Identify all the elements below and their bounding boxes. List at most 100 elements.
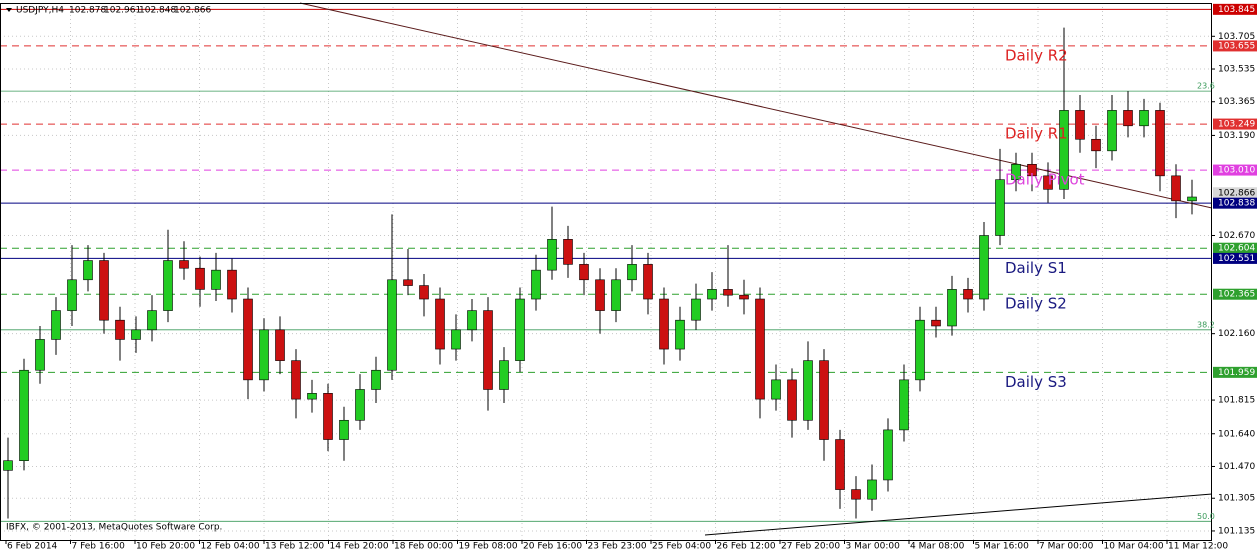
candle-body xyxy=(83,260,93,281)
y-tick-label: 101.640 xyxy=(1218,429,1255,439)
x-tick-label: 18 Feb 00:00 xyxy=(394,542,453,552)
price-box-label: 102.604 xyxy=(1218,244,1255,254)
candle-body xyxy=(547,239,557,271)
candle-body xyxy=(227,269,237,300)
candle-body xyxy=(707,289,717,300)
candles xyxy=(3,27,1197,519)
levels xyxy=(0,8,1212,522)
candle-body xyxy=(947,289,957,327)
x-tick-label: 7 Mar 00:00 xyxy=(1039,542,1094,552)
candle-body xyxy=(899,379,909,431)
x-tick-label: 10 Feb 20:00 xyxy=(136,542,195,552)
level-name: Daily S1 xyxy=(1005,259,1067,277)
candle-body xyxy=(323,393,333,440)
y-tick-label: 102.670 xyxy=(1218,231,1255,241)
candle-body xyxy=(819,360,829,440)
header-value: 102.866 xyxy=(174,6,211,16)
chart-title: USDJPY,H4 xyxy=(16,6,64,16)
y-tick-label: 103.365 xyxy=(1218,97,1255,107)
candle-body xyxy=(451,329,461,350)
candle-body xyxy=(1075,110,1085,140)
price-box xyxy=(1213,187,1257,199)
candle-body xyxy=(147,310,157,331)
footer: IBFX, © 2001-2013, MetaQuotes Software C… xyxy=(6,523,222,533)
header-value: 102.961 xyxy=(104,6,141,16)
price-box xyxy=(1213,288,1257,300)
candle-body xyxy=(259,329,269,381)
level-name: Daily R2 xyxy=(1005,46,1068,64)
price-box xyxy=(1213,40,1257,52)
price-box-label: 103.845 xyxy=(1218,5,1255,15)
candle-body xyxy=(99,260,109,321)
candle-body xyxy=(1171,175,1181,202)
candle-body xyxy=(163,260,173,311)
candle-body xyxy=(691,298,701,321)
menu-icon xyxy=(6,8,12,12)
candle-body xyxy=(579,264,589,281)
price-box-label: 103.655 xyxy=(1218,41,1255,51)
candle-body xyxy=(1139,110,1149,127)
candle-body xyxy=(1155,110,1165,177)
x-tick-label: 13 Feb 12:00 xyxy=(265,542,324,552)
candle-body xyxy=(723,289,733,296)
candle-body xyxy=(1123,110,1133,127)
price-box xyxy=(1213,118,1257,130)
x-tick-label: 6 Feb 2014 xyxy=(7,542,58,552)
y-tick-label: 103.190 xyxy=(1218,131,1255,141)
candle-body xyxy=(115,319,125,340)
candle-body xyxy=(1059,110,1069,190)
candle-body xyxy=(211,269,221,290)
level-name: Daily S2 xyxy=(1005,295,1067,313)
plot-border xyxy=(0,3,1212,541)
fib-label: 50.0 xyxy=(1197,512,1215,521)
y-tick-label: 101.305 xyxy=(1218,494,1255,504)
fib-label: 23.6 xyxy=(1197,82,1215,91)
price-box-label: 102.551 xyxy=(1218,254,1255,264)
candle-body xyxy=(1107,110,1117,152)
candle-body xyxy=(371,369,381,390)
level-name: Daily Pivot xyxy=(1005,171,1085,189)
header-value: 102.878 xyxy=(69,6,106,16)
candle-body xyxy=(51,310,61,340)
x-tick-label: 27 Feb 20:00 xyxy=(781,542,840,552)
candle-body xyxy=(995,179,1005,236)
candle-body xyxy=(531,269,541,300)
x-tick-label: 4 Mar 08:00 xyxy=(910,542,965,552)
y-tick-label: 101.135 xyxy=(1218,526,1255,536)
x-tick-label: 25 Feb 04:00 xyxy=(652,542,711,552)
candle-body xyxy=(3,460,13,471)
y-tick-label: 103.705 xyxy=(1218,32,1255,42)
y-tick-label: 102.160 xyxy=(1218,329,1255,339)
price-box-label: 102.838 xyxy=(1218,199,1255,209)
candle-body xyxy=(499,360,509,390)
x-tick-label: 23 Feb 23:00 xyxy=(588,542,647,552)
candle-body xyxy=(307,393,317,400)
price-box xyxy=(1213,3,1257,15)
candle-body xyxy=(835,439,845,490)
x-tick-label: 10 Mar 04:00 xyxy=(1104,542,1164,552)
candle-body xyxy=(915,319,925,381)
price-box xyxy=(1213,242,1257,254)
candle-body xyxy=(467,310,477,331)
price-box xyxy=(1213,197,1257,209)
candle-body xyxy=(771,379,781,400)
candle-body xyxy=(19,369,29,462)
candle-body xyxy=(563,239,573,265)
candle-body xyxy=(403,279,413,286)
y-tick-label: 101.470 xyxy=(1218,462,1255,472)
candle-body xyxy=(67,279,77,311)
x-tick-label: 7 Feb 16:00 xyxy=(72,542,126,552)
candle-body xyxy=(355,389,365,421)
y-tick-label: 103.535 xyxy=(1218,65,1255,75)
price-box-label: 103.010 xyxy=(1218,166,1255,176)
candle-body xyxy=(1027,163,1037,177)
candle-body xyxy=(883,429,893,481)
price-box xyxy=(1213,366,1257,378)
x-tick-label: 26 Feb 12:00 xyxy=(717,542,776,552)
price-box-label: 102.866 xyxy=(1218,188,1255,198)
candle-body xyxy=(1043,175,1053,190)
x-tick-label: 3 Mar 00:00 xyxy=(846,542,901,552)
candle-body xyxy=(755,298,765,400)
candle-body xyxy=(851,489,861,500)
